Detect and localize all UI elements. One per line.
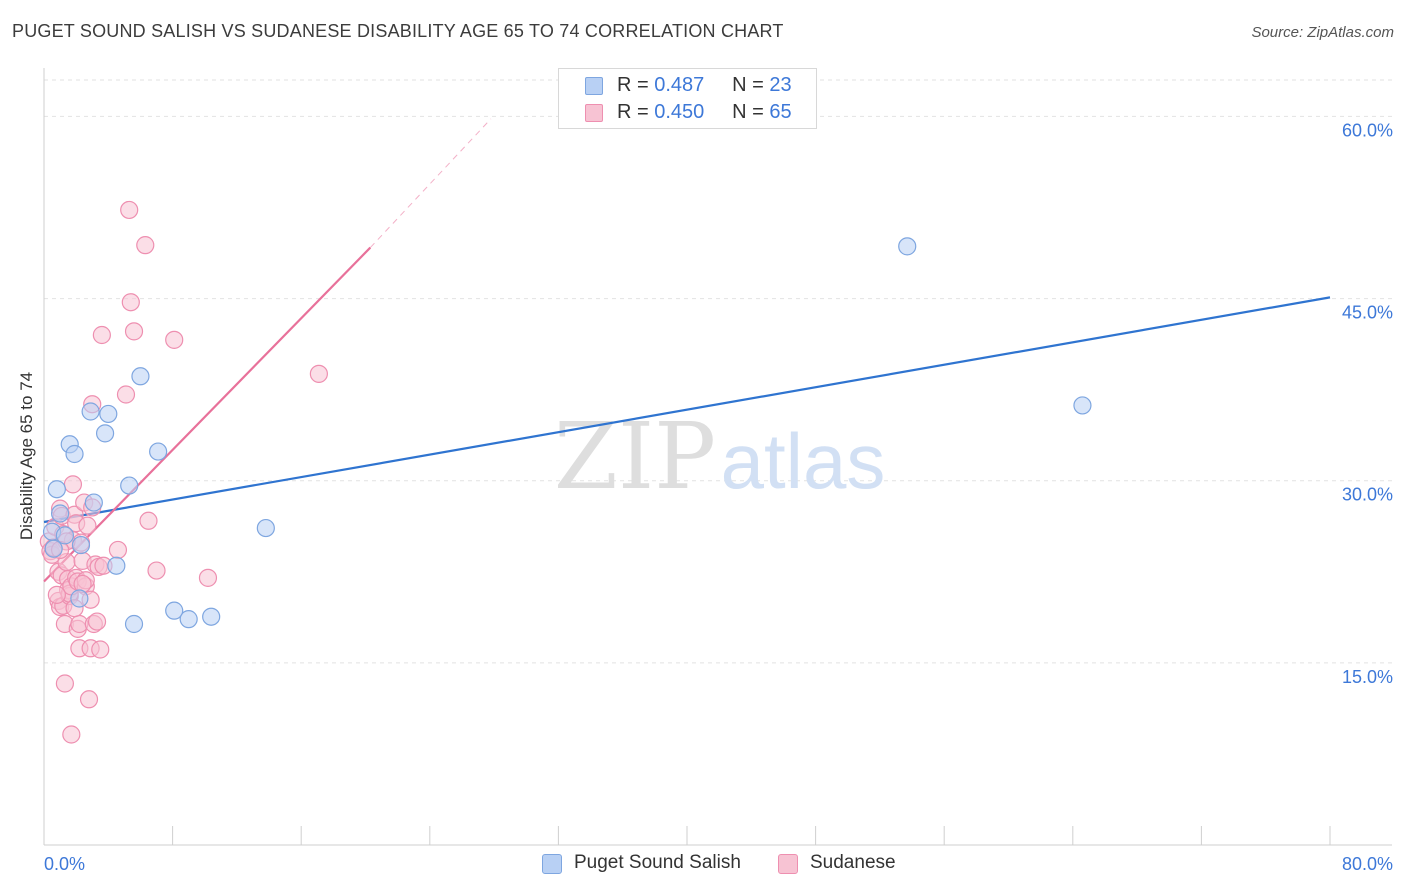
point-puget <box>99 404 118 424</box>
point-puget <box>256 518 275 538</box>
sudanese-swatch <box>585 104 603 122</box>
point-puget <box>120 476 139 495</box>
x-tick-label-max: 80.0% <box>1342 854 1393 874</box>
puget-swatch <box>585 77 603 95</box>
point-puget <box>131 367 150 386</box>
point-sudanese <box>87 612 107 631</box>
point-sudanese <box>55 674 74 693</box>
y-tick-label: 60.0% <box>1342 120 1393 140</box>
point-puget <box>165 601 184 620</box>
point-puget <box>50 504 70 523</box>
point-sudanese <box>198 568 218 587</box>
point-puget <box>107 556 126 575</box>
point-puget <box>44 539 63 558</box>
point-sudanese <box>63 475 83 494</box>
source-credit: Source: ZipAtlas.com <box>1251 24 1394 41</box>
grid-lines <box>44 79 1392 664</box>
watermark-zip: ZIP <box>554 403 716 510</box>
point-puget <box>1073 396 1092 415</box>
point-puget <box>84 493 103 512</box>
n-label: N = <box>732 74 764 96</box>
trend-extension-sudanese <box>369 118 492 248</box>
stats-legend: R = 0.487 N = 23 R = 0.450 N = 65 <box>558 68 817 129</box>
axes <box>43 68 1392 846</box>
point-sudanese <box>78 516 97 535</box>
sudanese-legend-swatch <box>778 854 798 874</box>
point-sudanese <box>147 561 166 580</box>
point-puget <box>95 424 115 443</box>
point-puget <box>70 589 89 608</box>
legend-label-sudanese: Sudanese <box>810 852 896 873</box>
r-label: R = <box>617 101 649 123</box>
point-sudanese <box>120 200 139 220</box>
point-sudanese <box>91 640 110 659</box>
x-tick-labels: 0.0% 80.0% <box>44 854 1393 874</box>
point-puget <box>65 444 84 464</box>
n-value: 65 <box>769 101 792 123</box>
n-value: 23 <box>769 74 792 96</box>
point-sudanese <box>136 236 155 255</box>
y-tick-labels: 15.0% 30.0% 45.0% 60.0% <box>1342 120 1393 686</box>
x-tick-label-min: 0.0% <box>44 854 85 874</box>
point-sudanese <box>124 322 144 341</box>
point-puget <box>47 480 66 499</box>
r-label: R = <box>617 74 649 96</box>
point-sudanese <box>116 385 136 404</box>
r-value: 0.487 <box>654 74 705 96</box>
chart-title: PUGET SOUND SALISH VS SUDANESE DISABILIT… <box>12 21 784 41</box>
y-tick-label: 15.0% <box>1342 667 1393 687</box>
y-axis-label: Disability Age 65 to 74 <box>17 372 36 540</box>
point-puget <box>71 535 91 555</box>
point-sudanese <box>92 325 111 345</box>
trend-lines <box>43 118 1331 583</box>
legend-label-puget: Puget Sound Salish <box>574 852 741 873</box>
y-tick-label: 45.0% <box>1342 303 1393 323</box>
point-sudanese <box>165 330 184 349</box>
watermark-atlas: atlas <box>721 417 886 505</box>
point-sudanese <box>139 511 158 530</box>
point-puget <box>179 610 198 629</box>
r-value: 0.450 <box>654 101 705 123</box>
puget-legend-swatch <box>542 854 562 874</box>
point-puget <box>55 526 74 545</box>
trend-line-puget <box>43 296 1331 524</box>
trend-line-sudanese <box>43 246 372 583</box>
point-puget <box>149 442 168 461</box>
point-puget <box>81 402 100 421</box>
point-sudanese <box>62 725 81 744</box>
point-sudanese <box>47 585 66 604</box>
n-label: N = <box>732 101 764 123</box>
y-tick-label: 30.0% <box>1342 485 1393 505</box>
point-sudanese <box>79 690 99 709</box>
point-puget <box>898 237 917 256</box>
point-puget <box>124 614 144 634</box>
series-legend: Puget Sound Salish Sudanese <box>0 852 1406 878</box>
point-sudanese <box>108 540 128 560</box>
data-points <box>39 200 1092 744</box>
point-sudanese <box>121 293 140 312</box>
point-puget <box>202 607 221 626</box>
watermark: ZIP atlas <box>554 403 885 510</box>
point-sudanese <box>309 364 328 383</box>
